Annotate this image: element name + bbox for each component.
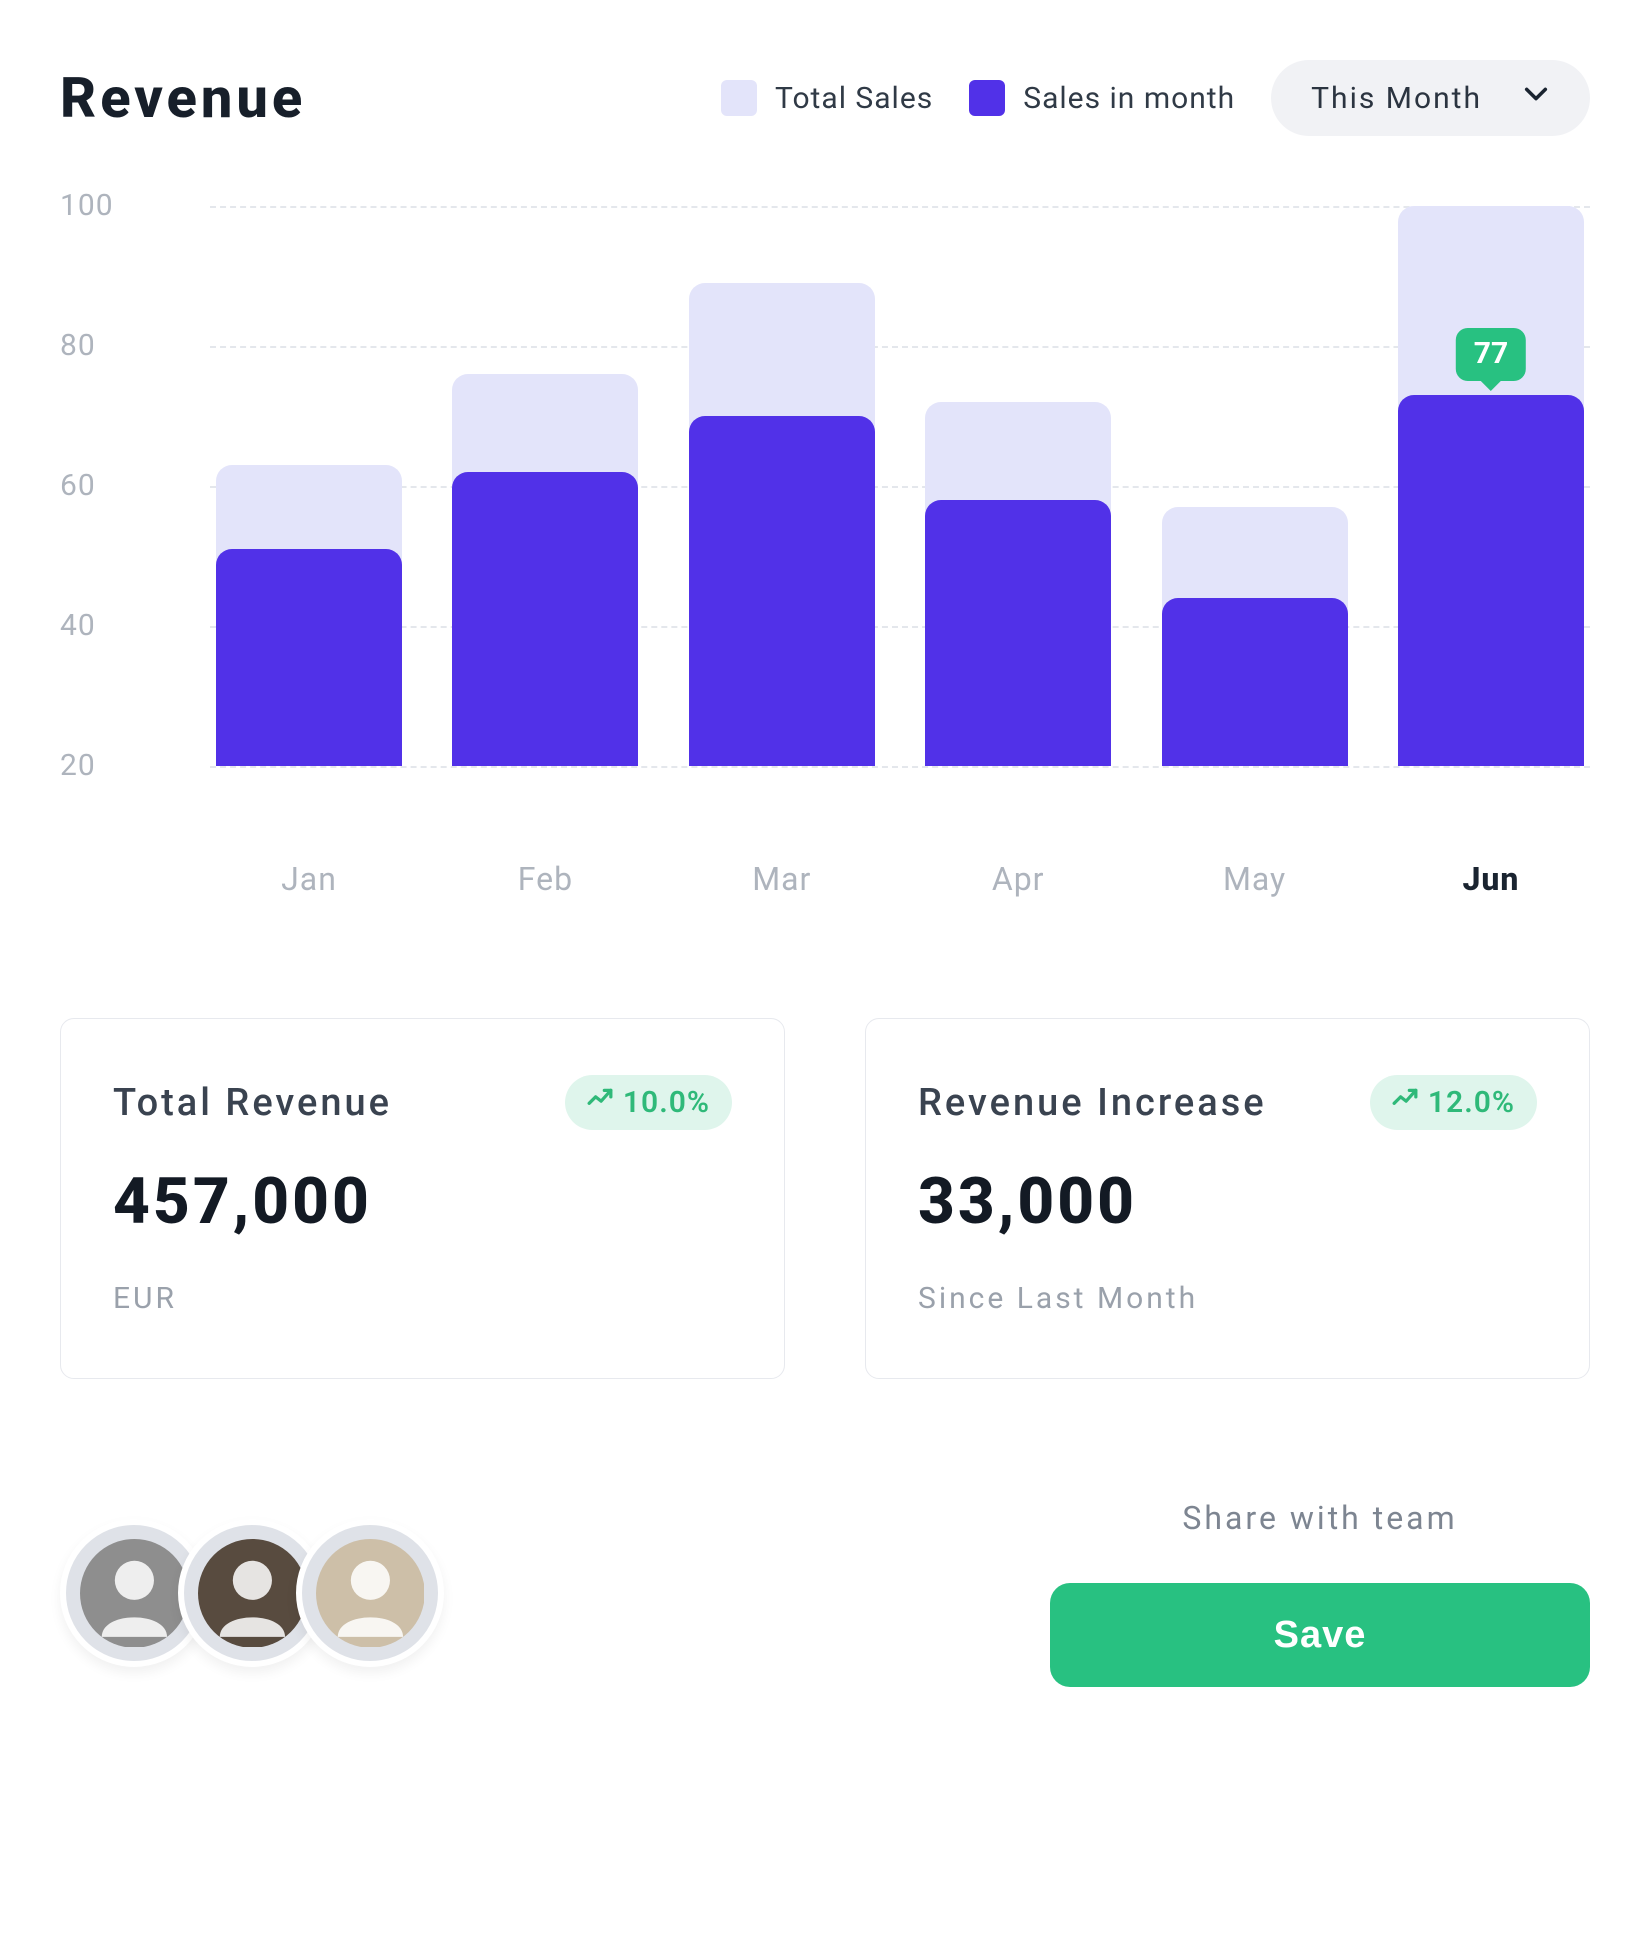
gridline: [210, 766, 1590, 768]
trend-up-icon: [1392, 1085, 1418, 1120]
chart-plot: 77: [210, 206, 1590, 766]
card-subtitle-total-revenue: EUR: [113, 1281, 732, 1316]
badge-revenue-increase: 12.0%: [1370, 1075, 1537, 1130]
period-select[interactable]: This Month: [1271, 60, 1590, 136]
save-button[interactable]: Save: [1050, 1583, 1590, 1687]
bar-feb[interactable]: [452, 206, 638, 766]
badge-value-revenue-increase: 12.0%: [1428, 1085, 1515, 1120]
revenue-chart: 10080604020 77: [60, 206, 1590, 766]
bar-month: [1398, 395, 1584, 766]
bar-month: [689, 416, 875, 766]
bar-month: [1162, 598, 1348, 766]
card-subtitle-revenue-increase: Since Last Month: [918, 1281, 1537, 1316]
page-title: Revenue: [60, 65, 306, 131]
x-label-jan: Jan: [216, 860, 402, 898]
x-label-feb: Feb: [452, 860, 638, 898]
legend-label-total: Total Sales: [775, 81, 933, 116]
chart-y-axis: 10080604020: [60, 206, 180, 766]
share-label: Share with team: [1182, 1499, 1457, 1537]
footer-row: Share with team Save: [60, 1499, 1590, 1707]
bar-apr[interactable]: [925, 206, 1111, 766]
header-row: Revenue Total Sales Sales in month This …: [60, 60, 1590, 136]
card-title-total-revenue: Total Revenue: [113, 1081, 392, 1125]
card-title-revenue-increase: Revenue Increase: [918, 1081, 1267, 1125]
chart-x-axis: Jan Feb Mar Apr May Jun: [210, 822, 1590, 898]
header-controls: Total Sales Sales in month This Month: [721, 60, 1590, 136]
x-label-apr: Apr: [925, 860, 1111, 898]
save-button-label: Save: [1274, 1614, 1367, 1656]
team-avatars: [60, 1519, 444, 1667]
period-select-label: This Month: [1311, 81, 1482, 116]
legend-label-month: Sales in month: [1023, 81, 1235, 116]
badge-value-total-revenue: 10.0%: [623, 1085, 710, 1120]
chevron-down-icon: [1522, 80, 1550, 116]
bar-jan[interactable]: [216, 206, 402, 766]
x-label-may: May: [1162, 860, 1348, 898]
badge-total-revenue: 10.0%: [565, 1075, 732, 1130]
stat-cards: Total Revenue 10.0% 457,000 EUR Revenue …: [60, 1018, 1590, 1379]
x-label-jun: Jun: [1398, 860, 1584, 898]
chart-legend: Total Sales Sales in month: [721, 80, 1235, 116]
legend-swatch-month: [969, 80, 1005, 116]
card-revenue-increase: Revenue Increase 12.0% 33,000 Since Last…: [865, 1018, 1590, 1379]
trend-up-icon: [587, 1085, 613, 1120]
bar-month: [216, 549, 402, 766]
card-total-revenue: Total Revenue 10.0% 457,000 EUR: [60, 1018, 785, 1379]
share-section: Share with team Save: [1050, 1499, 1590, 1687]
bar-month: [925, 500, 1111, 766]
bar-month: [452, 472, 638, 766]
legend-sales-in-month: Sales in month: [969, 80, 1235, 116]
x-label-mar: Mar: [689, 860, 875, 898]
bar-jun[interactable]: 77: [1398, 206, 1584, 766]
chart-bars: 77: [210, 206, 1590, 766]
bar-may[interactable]: [1162, 206, 1348, 766]
card-value-revenue-increase: 33,000: [918, 1164, 1537, 1239]
legend-swatch-total: [721, 80, 757, 116]
card-value-total-revenue: 457,000: [113, 1164, 732, 1239]
legend-total-sales: Total Sales: [721, 80, 933, 116]
bar-mar[interactable]: [689, 206, 875, 766]
avatar[interactable]: [296, 1519, 444, 1667]
bar-tooltip: 77: [1456, 328, 1526, 381]
